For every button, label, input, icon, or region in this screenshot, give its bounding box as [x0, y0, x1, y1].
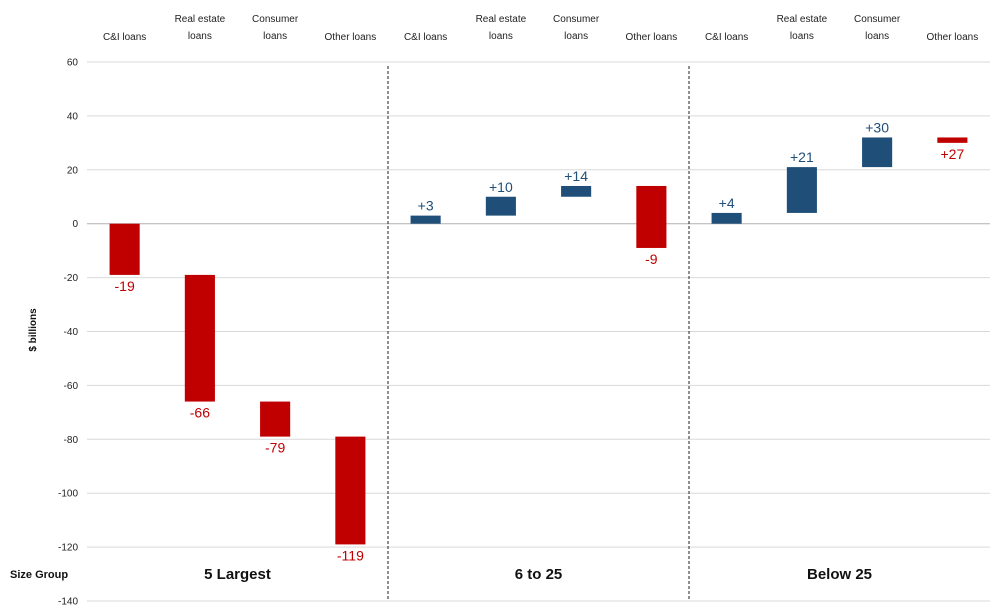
group-label: 5 Largest	[204, 566, 271, 583]
data-label: -19	[115, 278, 135, 294]
category-label: C&I loans	[103, 32, 146, 43]
category-label: Consumer loans	[553, 14, 600, 42]
bar	[109, 223, 140, 275]
size-group-label: Size Group	[10, 569, 68, 581]
y-axis-label: $ billions	[28, 308, 39, 352]
y-tick-label: -100	[58, 489, 78, 500]
group-label: 6 to 25	[515, 566, 563, 583]
data-label: -66	[190, 405, 210, 421]
data-label: +27	[941, 146, 965, 162]
data-label: -79	[265, 440, 285, 456]
bar	[786, 167, 817, 213]
bar	[335, 436, 366, 545]
y-tick-label: -60	[64, 381, 79, 392]
category-label: Other loans	[325, 32, 377, 43]
bar	[260, 401, 291, 437]
bar	[937, 137, 968, 143]
data-label: +4	[719, 195, 735, 211]
data-label: -119	[337, 547, 364, 563]
category-label: Consumer loans	[854, 14, 901, 42]
category-label: C&I loans	[404, 32, 447, 43]
category-label: Other loans	[927, 32, 979, 43]
y-tick-label: -80	[64, 435, 79, 446]
y-tick-label: 60	[67, 58, 79, 69]
category-label: C&I loans	[705, 32, 748, 43]
bar	[184, 274, 215, 402]
category-label: Real estate loans	[476, 14, 527, 42]
bar	[862, 137, 893, 168]
category-label: Real estate loans	[175, 14, 226, 42]
data-label: +21	[790, 149, 814, 165]
data-label: +10	[489, 179, 513, 195]
category-label: Consumer loans	[252, 14, 299, 42]
y-tick-label: 20	[67, 165, 79, 176]
data-label: +30	[865, 119, 889, 135]
bar	[561, 185, 592, 197]
y-tick-label: 40	[67, 111, 79, 122]
bar	[711, 212, 742, 224]
y-tick-label: -140	[58, 597, 78, 608]
data-label: +14	[564, 168, 588, 184]
category-label: Other loans	[626, 32, 678, 43]
bar	[410, 215, 441, 224]
y-tick-label: -40	[64, 327, 79, 338]
data-label: +3	[418, 198, 434, 214]
category-label: Real estate loans	[777, 14, 828, 42]
group-label: Below 25	[807, 566, 872, 583]
y-tick-label: -120	[58, 543, 78, 554]
y-tick-label: 0	[72, 219, 78, 230]
bar	[636, 185, 667, 248]
bar	[485, 196, 516, 216]
data-label: -9	[645, 251, 658, 267]
y-tick-label: -20	[64, 273, 79, 284]
